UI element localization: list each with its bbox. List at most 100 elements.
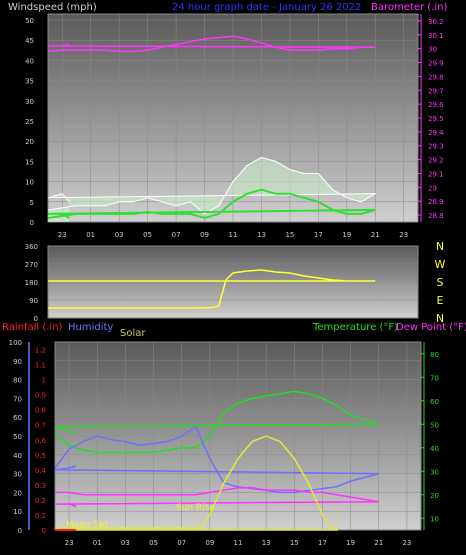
rain-y-tick: 1.1 xyxy=(35,362,46,370)
temp-x-tick: 11 xyxy=(234,539,243,547)
humidity-y-tick: 90 xyxy=(13,358,22,366)
rain-y-tick: 0.1 xyxy=(35,512,46,520)
rain-y-tick: 0.8 xyxy=(35,407,46,415)
wind-y-tick: 15 xyxy=(25,158,34,166)
rain-y-tick: 0.7 xyxy=(35,422,46,430)
wind-x-tick: 01 xyxy=(86,231,95,239)
humidity-line xyxy=(54,425,379,494)
humidity-y-tick: 50 xyxy=(13,433,22,441)
wind-y-tick: 40 xyxy=(25,57,34,65)
temp-x-tick: 15 xyxy=(290,539,299,547)
wind-x-tick: 23 xyxy=(58,231,67,239)
sunrise-annotation: Sun Rise xyxy=(176,503,215,513)
wind-x-tick: 07 xyxy=(172,231,181,239)
temp-x-tick: 05 xyxy=(149,539,158,547)
baro-y-tick: 30.2 xyxy=(428,18,444,26)
wind-average-line xyxy=(47,188,376,220)
chart-title: 24 hour graph date - January 26 2022 xyxy=(172,2,361,13)
wind-x-tick: 19 xyxy=(342,231,351,239)
rain-y-tick: 0.3 xyxy=(35,482,46,490)
baro-y-tick: 29.3 xyxy=(428,143,444,151)
humidity-y-tick: 30 xyxy=(13,471,22,479)
wind-barometer-panel: Windspeed (mph) 24 hour graph date - Jan… xyxy=(8,2,447,239)
humidity-y-tick: 80 xyxy=(13,377,22,385)
wind-x-tick: 23 xyxy=(399,231,408,239)
temp-x-tick: 23 xyxy=(402,539,411,547)
temp-x-tick: 19 xyxy=(346,539,355,547)
baro-y-tick: 28.9 xyxy=(428,198,444,206)
wind-x-tick: 13 xyxy=(257,231,266,239)
wind-y-tick: 0 xyxy=(30,219,34,227)
moonset-annotation: Moon Set xyxy=(66,520,109,530)
baro-y-tick: 29.7 xyxy=(428,87,444,95)
rain-y-tick: 0.2 xyxy=(35,497,46,505)
barometer-line xyxy=(47,35,376,53)
dir-y-tick: 180 xyxy=(25,279,38,287)
baro-y-tick: 29 xyxy=(428,184,437,192)
humidity-y-tick: 0 xyxy=(18,527,22,535)
temp-x-tick: 17 xyxy=(318,539,327,547)
wind-x-tick: 21 xyxy=(371,231,380,239)
humidity-y-tick: 20 xyxy=(13,489,22,497)
baro-y-tick: 29.9 xyxy=(428,60,444,68)
dir-y-tick: 360 xyxy=(25,243,38,251)
humidity-y-tick: 60 xyxy=(13,414,22,422)
wind-y-tick: 5 xyxy=(30,199,34,207)
humidity-label: Humidity xyxy=(68,322,113,333)
rain-y-tick: 1 xyxy=(42,377,46,385)
humidity-y-tick: 10 xyxy=(13,508,22,516)
baro-y-tick: 30 xyxy=(428,46,437,54)
dewpoint-label: Dew Point (°F) xyxy=(396,322,466,333)
wind-y-tick: 45 xyxy=(25,37,34,45)
rain-y-tick: 0.6 xyxy=(35,437,47,445)
wind-x-tick: 17 xyxy=(314,231,323,239)
baro-y-tick: 29.8 xyxy=(428,73,444,81)
rain-y-tick: 0.5 xyxy=(35,452,46,460)
temperature-line xyxy=(54,390,380,454)
wind-y-tick: 10 xyxy=(25,179,34,187)
dir-y-tick: 270 xyxy=(25,261,38,269)
wind-x-tick: 15 xyxy=(285,231,294,239)
baro-y-tick: 29.5 xyxy=(428,115,444,123)
rain-y-tick: 0.4 xyxy=(35,467,47,475)
temp-x-tick: 03 xyxy=(121,539,130,547)
temp-x-tick: 09 xyxy=(205,539,214,547)
solar-line xyxy=(55,435,339,531)
temp-y-tick: 10 xyxy=(430,515,439,523)
wind-x-tick: 09 xyxy=(200,231,209,239)
humidity-y-tick: 40 xyxy=(13,452,22,460)
wind-y-tick: 25 xyxy=(25,118,34,126)
rain-y-tick: 0.9 xyxy=(35,392,46,400)
temp-x-tick: 01 xyxy=(93,539,102,547)
wind-direction-line xyxy=(48,269,376,309)
baro-y-tick: 29.4 xyxy=(428,129,444,137)
compass-label: E xyxy=(437,294,444,307)
windspeed-label: Windspeed (mph) xyxy=(8,2,97,13)
temp-y-tick: 40 xyxy=(430,445,439,453)
compass-label: N xyxy=(436,312,444,325)
humidity-y-tick: 70 xyxy=(13,395,22,403)
wind-x-tick: 11 xyxy=(229,231,238,239)
barometer-label: Barometer (.in) xyxy=(371,2,447,13)
solar-label: Solar xyxy=(120,328,146,339)
dew-point-line xyxy=(54,486,379,508)
rainfall-label: Rainfall (.in) xyxy=(2,322,63,333)
dir-y-tick: 0 xyxy=(34,315,38,323)
wind-x-tick: 05 xyxy=(143,231,152,239)
wind-y-tick: 30 xyxy=(25,98,34,106)
temp-y-tick: 30 xyxy=(430,468,439,476)
baro-y-tick: 29.2 xyxy=(428,157,444,165)
temp-x-tick: 21 xyxy=(374,539,383,547)
compass-label: W xyxy=(435,258,446,271)
wind-gust-line xyxy=(47,156,378,215)
temperature-label: Temperature (°F) xyxy=(312,322,398,333)
temp-y-tick: 80 xyxy=(430,351,439,359)
baro-y-tick: 29.6 xyxy=(428,101,444,109)
dir-y-tick: 90 xyxy=(29,297,38,305)
temp-x-tick: 13 xyxy=(262,539,271,547)
temp-y-tick: 20 xyxy=(430,492,439,500)
wind-y-tick: 50 xyxy=(25,17,34,25)
temp-x-tick: 23 xyxy=(65,539,74,547)
